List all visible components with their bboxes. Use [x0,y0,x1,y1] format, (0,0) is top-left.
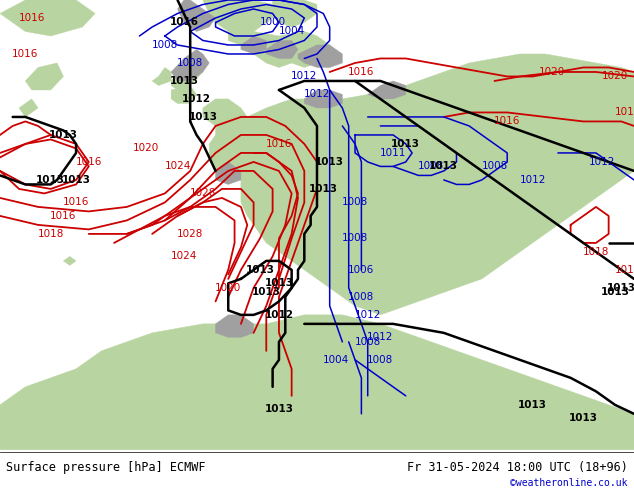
Text: 1028: 1028 [190,189,216,198]
Text: 1013: 1013 [607,283,634,293]
Polygon shape [216,162,241,184]
Polygon shape [380,243,418,270]
Text: 1013: 1013 [169,76,198,86]
Text: 1008: 1008 [418,161,444,172]
Polygon shape [368,81,406,99]
Polygon shape [273,0,317,27]
Text: 1018: 1018 [583,247,609,257]
Text: 1016: 1016 [18,13,45,23]
Text: 1024: 1024 [171,251,197,261]
Polygon shape [266,41,298,58]
Text: 1012: 1012 [304,90,330,99]
Text: 1016: 1016 [169,18,198,27]
Polygon shape [0,315,634,450]
Polygon shape [19,99,38,117]
Text: 1013: 1013 [61,175,91,185]
Text: 1016: 1016 [348,67,375,77]
Text: 1008: 1008 [481,161,508,172]
Text: 1016: 1016 [50,211,77,221]
Text: 1013: 1013 [518,400,547,410]
Text: 1012: 1012 [589,157,616,167]
Text: 1020: 1020 [602,72,628,81]
Text: 1016: 1016 [614,265,634,275]
Text: 1012: 1012 [367,332,394,343]
Polygon shape [393,270,425,288]
Polygon shape [228,31,298,68]
Text: 1012: 1012 [264,310,294,320]
Text: 1016: 1016 [12,49,39,59]
Text: Surface pressure [hPa] ECMWF: Surface pressure [hPa] ECMWF [6,462,206,474]
Text: 1013: 1013 [36,175,65,185]
Polygon shape [216,315,254,337]
Text: 1016: 1016 [63,197,89,207]
Polygon shape [304,90,342,108]
Polygon shape [25,63,63,90]
Text: 1000: 1000 [259,18,286,27]
Text: 1020: 1020 [215,283,242,293]
Text: 1012: 1012 [354,310,381,320]
Polygon shape [171,58,203,90]
Polygon shape [209,117,273,180]
Polygon shape [241,54,634,315]
Text: 1008: 1008 [342,197,368,207]
Text: 1013: 1013 [264,278,294,289]
Text: 1008: 1008 [348,292,375,302]
Text: 1013: 1013 [245,265,275,275]
Text: 1004: 1004 [278,26,305,36]
Text: 1020: 1020 [133,144,159,153]
Polygon shape [241,36,266,54]
Polygon shape [298,45,342,68]
Polygon shape [152,68,171,85]
Polygon shape [178,0,216,31]
Polygon shape [171,85,197,103]
Text: 1004: 1004 [323,355,349,365]
Text: 1013: 1013 [264,404,294,415]
Text: 1016: 1016 [614,107,634,118]
Text: 1024: 1024 [164,161,191,172]
Text: 1013: 1013 [49,130,78,140]
Text: Fr 31-05-2024 18:00 UTC (18+96): Fr 31-05-2024 18:00 UTC (18+96) [407,462,628,474]
Polygon shape [0,0,95,36]
Text: 1012: 1012 [519,175,546,185]
Text: 1008: 1008 [177,58,204,68]
Polygon shape [292,180,330,234]
Polygon shape [171,49,209,81]
Text: 1008: 1008 [152,40,178,50]
Text: 1008: 1008 [342,233,368,244]
Text: 1016: 1016 [494,117,521,126]
Text: 1028: 1028 [177,229,204,239]
Text: 1012: 1012 [182,94,211,104]
Text: ©weatheronline.co.uk: ©weatheronline.co.uk [510,478,628,488]
Text: 1020: 1020 [538,67,565,77]
Text: 1013: 1013 [569,414,598,423]
Text: 1013: 1013 [309,184,338,194]
Text: 1013: 1013 [315,157,344,167]
Polygon shape [127,396,158,414]
Text: 1016: 1016 [75,157,102,167]
Text: 1013: 1013 [429,161,458,172]
Text: 1018: 1018 [37,229,64,239]
Text: 1012: 1012 [291,72,318,81]
Text: 1008: 1008 [354,337,381,347]
Text: 1011: 1011 [380,148,406,158]
Polygon shape [63,256,76,266]
Text: 1013: 1013 [252,287,281,297]
Polygon shape [203,99,247,130]
Text: 1013: 1013 [188,112,217,122]
Polygon shape [279,31,330,68]
Text: 1013: 1013 [600,287,630,297]
Polygon shape [203,0,279,36]
Text: 1008: 1008 [367,355,394,365]
Text: 1006: 1006 [348,265,375,275]
Text: 1016: 1016 [266,139,292,149]
Text: 1013: 1013 [391,139,420,149]
